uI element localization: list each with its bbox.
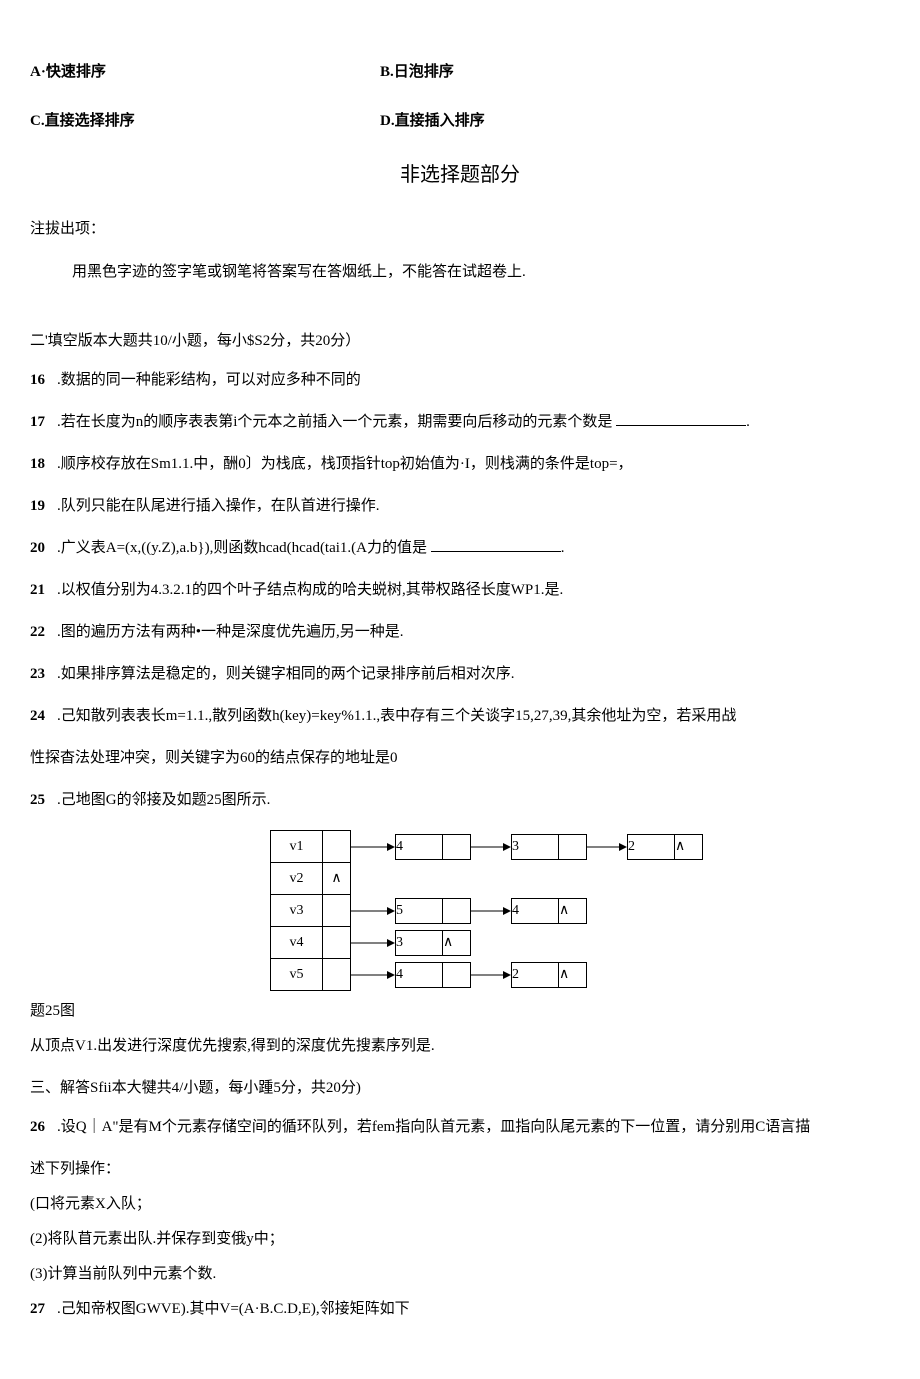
question-24: 24 .己知散列表表长m=1.1.,散列函数h(key)=key%1.1.,表中存… — [30, 704, 890, 728]
question-17: 17 .若在长度为n的顺序表表第i个元本之前插入一个元素，期需要向后移动的元素个数… — [30, 410, 890, 434]
q18-num: 18 — [30, 456, 45, 472]
q27-text: .己知帝权图GWVE).其中V=(A·B.C.D,E),邻接矩阵如下 — [57, 1301, 410, 1317]
option-c: C.直接选择排序 — [30, 109, 380, 130]
q20-blank — [431, 538, 561, 552]
q20-num: 20 — [30, 540, 45, 556]
question-19: 19 .队列只能在队尾进行插入操作，在队首进行操作. — [30, 494, 890, 518]
vertex-ptr-cell — [323, 959, 351, 991]
q25-followup: 从顶点V1.出发进行深度优先搜索,得到的深度优先搜素序列是. — [30, 1034, 890, 1058]
q26-line2: 述下列操作： — [30, 1157, 890, 1178]
instruction-body: 用黑色字迹的签字笔或钢笔将答案写在答烟纸上，不能答在试超卷上. — [72, 260, 890, 281]
list-node: 2∧ — [627, 834, 703, 860]
q26-sub1: (口将元素X入队； — [30, 1192, 890, 1213]
list-node: 2∧ — [511, 962, 587, 988]
option-d: D.直接插入排序 — [380, 109, 485, 130]
q17-after: . — [746, 414, 750, 430]
question-23: 23 .如果排序算法是稳定的，则关键字相同的两个记录排序前后相对次序. — [30, 662, 890, 686]
q25-text: .己地图G的邻接及如题25图所示. — [57, 792, 270, 808]
instruction-header: 注拔出项： — [30, 217, 890, 238]
q25-caption: 题25图 — [30, 999, 890, 1020]
q21-num: 21 — [30, 582, 45, 598]
vertex-ptr-cell — [323, 927, 351, 959]
option-b: B.日泡排序 — [380, 60, 454, 81]
question-16: 16 .数据的同一种能彩结构，可以对应多种不同的 — [30, 368, 890, 392]
q17-num: 17 — [30, 414, 45, 430]
part2-heading: 二'填空版本大题共10/小题，每小$S2分，共20分） — [30, 329, 890, 350]
option-a: A·快速排序 — [30, 60, 380, 81]
q23-num: 23 — [30, 666, 45, 682]
q25-num: 25 — [30, 792, 45, 808]
question-22: 22 .图的遍历方法有两种•一种是深度优先遍历,另一种是. — [30, 620, 890, 644]
list-node: 4∧ — [511, 898, 587, 924]
vertex-ptr-cell — [323, 831, 351, 863]
list-node: 5 — [395, 898, 471, 924]
q27-num: 27 — [30, 1301, 45, 1317]
adjacency-diagram: v1 4 3 2∧ v2∧v3 5 4∧ v4 3∧ v5 4 2∧ — [270, 830, 890, 991]
question-26: 26 .设Q｜A"是有M个元素存储空间的循环队列，若fem指向队首元素，皿指向队尾… — [30, 1115, 890, 1139]
vertex-cell: v4 — [271, 927, 323, 959]
q17-blank — [616, 412, 746, 426]
list-node: 3 — [511, 834, 587, 860]
q19-text: .队列只能在队尾进行插入操作，在队首进行操作. — [57, 498, 380, 514]
option-row-2: C.直接选择排序 D.直接插入排序 — [30, 109, 890, 130]
vertex-cell: v2 — [271, 863, 323, 895]
question-21: 21 .以权值分别为4.3.2.1的四个叶子结点构成的哈夫蜕树,其带权路径长度WP… — [30, 578, 890, 602]
q24-num: 24 — [30, 708, 45, 724]
q16-num: 16 — [30, 372, 45, 388]
list-node: 3∧ — [395, 930, 471, 956]
q26-num: 26 — [30, 1119, 45, 1135]
option-row-1: A·快速排序 B.日泡排序 — [30, 60, 890, 81]
q18-text: .顺序校存放在Sm1.1.中，酬0〕为栈底，栈顶指针top初始值为·I，则栈满的… — [57, 456, 633, 472]
question-18: 18 .顺序校存放在Sm1.1.中，酬0〕为栈底，栈顶指针top初始值为·I，则栈… — [30, 452, 890, 476]
question-20: 20 .广义表A=(x,((y.Z),a.b}),则函数hcad(hcad(tai… — [30, 536, 890, 560]
q21-text: .以权值分别为4.3.2.1的四个叶子结点构成的哈夫蜕树,其带权路径长度WP1.… — [57, 582, 563, 598]
q19-num: 19 — [30, 498, 45, 514]
q22-text: .图的遍历方法有两种•一种是深度优先遍历,另一种是. — [57, 624, 404, 640]
q23-text: .如果排序算法是稳定的，则关键字相同的两个记录排序前后相对次序. — [57, 666, 515, 682]
question-24-line2: 性探杳法处理冲突，则关键字为60的结点保存的地址是0 — [30, 746, 890, 770]
q20-after: . — [561, 540, 565, 556]
vertex-ptr-cell — [323, 895, 351, 927]
vertex-ptr-cell: ∧ — [323, 863, 351, 895]
part3-heading: 三、解答Sfii本大犍共4/小题，每小踵5分，共20分) — [30, 1076, 890, 1097]
q24-line1: .己知散列表表长m=1.1.,散列函数h(key)=key%1.1.,表中存有三… — [57, 708, 736, 724]
vertex-cell: v3 — [271, 895, 323, 927]
question-25: 25 .己地图G的邻接及如题25图所示. — [30, 788, 890, 812]
q22-num: 22 — [30, 624, 45, 640]
vertex-cell: v5 — [271, 959, 323, 991]
vertex-cell: v1 — [271, 831, 323, 863]
q26-sub3: (3)计算当前队列中元素个数. — [30, 1262, 890, 1283]
q17-before: .若在长度为n的顺序表表第i个元本之前插入一个元素，期需要向后移动的元素个数是 — [57, 414, 616, 430]
list-node: 4 — [395, 834, 471, 860]
q16-text: .数据的同一种能彩结构，可以对应多种不同的 — [57, 372, 361, 388]
q20-before: .广义表A=(x,((y.Z),a.b}),则函数hcad(hcad(tai1.… — [57, 540, 431, 556]
q26-sub2: (2)将队苜元素出队.并保存到变俄y中； — [30, 1227, 890, 1248]
q26-line1: .设Q｜A"是有M个元素存储空间的循环队列，若fem指向队首元素，皿指向队尾元素… — [57, 1119, 810, 1135]
list-node: 4 — [395, 962, 471, 988]
section-title: 非选择题部分 — [30, 158, 890, 187]
